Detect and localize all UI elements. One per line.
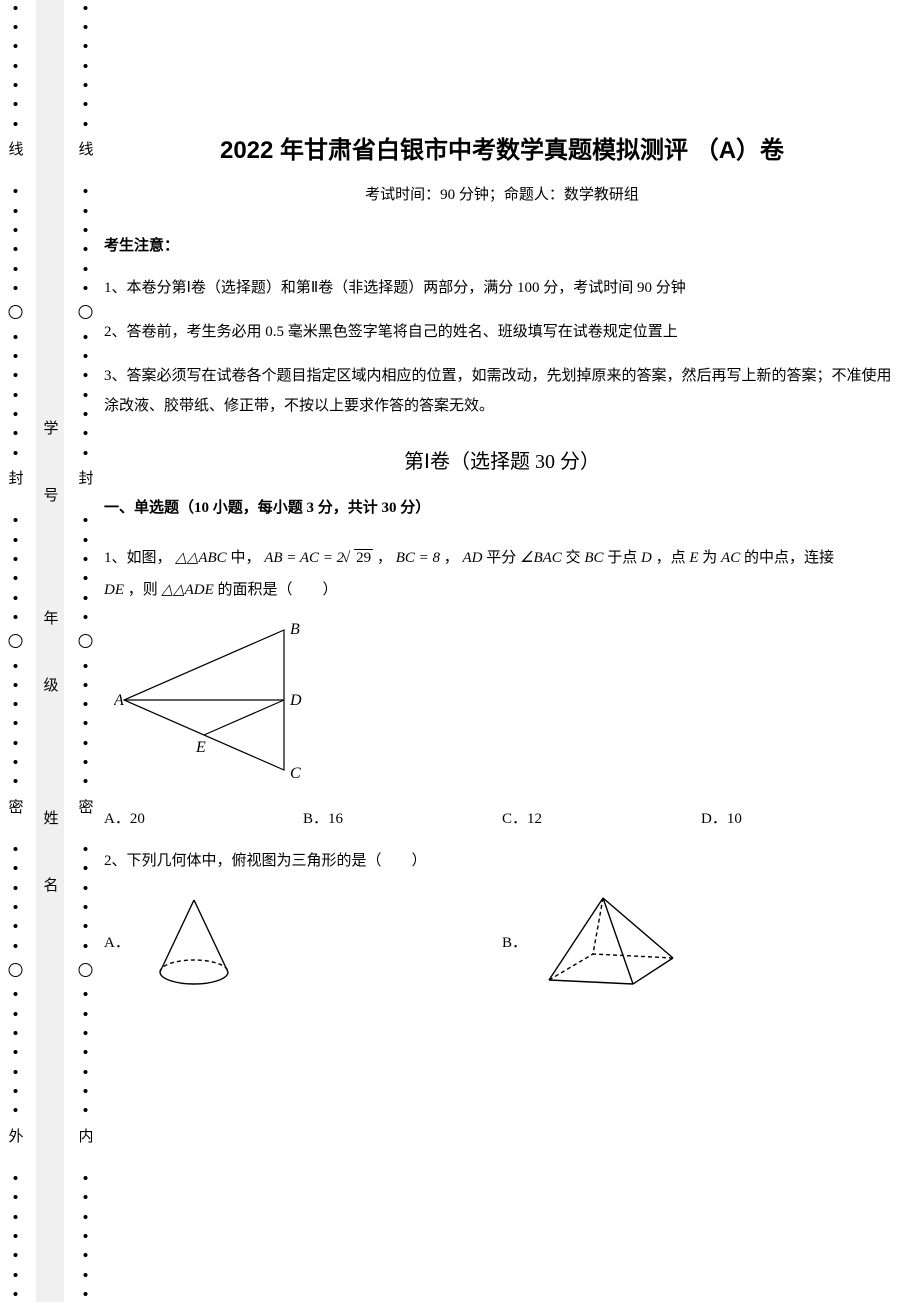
q1-t4: 于点 xyxy=(607,550,641,566)
q2-optB-label: B． xyxy=(502,931,527,952)
fig-label-E: E xyxy=(195,739,206,756)
q1-prefix: 1、如图， xyxy=(104,550,172,566)
sqrt-icon: 29 xyxy=(344,543,373,575)
outer-label-0: 线 xyxy=(5,141,26,174)
exam-page: 线 封 密 外 学 号 年 级 姓 名 线 封 xyxy=(0,0,920,1302)
q1-e: E xyxy=(689,550,698,566)
q1-opt-A: A．20 xyxy=(104,807,303,828)
inner-circle-0 xyxy=(78,305,92,319)
q1-angle: ∠BAC xyxy=(520,550,562,566)
q1-ade: △△ADE xyxy=(162,582,214,598)
binding-middle: 学 号 年 级 姓 名 xyxy=(36,0,64,1302)
q1-opt-C: C．12 xyxy=(502,807,701,828)
pyramid-icon xyxy=(541,892,681,992)
notice-item-2: 2、答卷前，考生务必用 0.5 毫米黑色签字笔将自己的姓名、班级填写在试卷规定位… xyxy=(104,317,900,347)
q1-de: DE xyxy=(104,582,124,598)
triangle-diagram-icon: A B C D E xyxy=(114,620,314,790)
inner-label-0: 线 xyxy=(75,141,96,174)
binding-outer: 线 封 密 外 xyxy=(0,0,30,1302)
inner-label-1: 封 xyxy=(75,470,96,503)
outer-circle-2 xyxy=(8,963,22,977)
fig-label-A: A xyxy=(114,692,124,709)
q1-figure: A B C D E xyxy=(114,620,900,795)
inner-label-2: 密 xyxy=(75,799,96,832)
q1-t2: 平分 xyxy=(486,550,520,566)
q2-optA-label: A． xyxy=(104,931,130,952)
q1-eq1: AB = AC = 2 xyxy=(264,550,344,566)
q1-t5: ，点 xyxy=(656,550,690,566)
notice-head: 考生注意： xyxy=(104,234,900,255)
outer-circle-0 xyxy=(8,305,22,319)
outer-label-1: 封 xyxy=(5,470,26,503)
section-head: 一、单选题（10 小题，每小题 3 分，共计 30 分） xyxy=(104,496,900,517)
inner-circle-2 xyxy=(78,963,92,977)
exam-title: 2022 年甘肃省白银市中考数学真题模拟测评 （A）卷 xyxy=(104,130,900,165)
q1-t8: ，则 xyxy=(128,582,158,598)
notice-item-1: 1、本卷分第Ⅰ卷（选择题）和第Ⅱ卷（非选择题）两部分，满分 100 分，考试时间… xyxy=(104,273,900,303)
q1-opt-B: B．16 xyxy=(303,807,502,828)
q1-tail: 的面积是（ ） xyxy=(218,582,338,598)
q1-rad: 29 xyxy=(354,549,373,566)
middle-label-1: 年 级 xyxy=(40,610,61,710)
outer-circle-1 xyxy=(8,634,22,648)
q1-t7: 的中点，连接 xyxy=(744,550,834,566)
q1-opt-D: D．10 xyxy=(701,807,900,828)
content-area: 2022 年甘肃省白银市中考数学真题模拟测评 （A）卷 考试时间：90 分钟；命… xyxy=(104,0,900,992)
part1-title: 第Ⅰ卷（选择题 30 分） xyxy=(104,445,900,474)
q1-c2: ， xyxy=(444,550,459,566)
q1-bc: BC xyxy=(584,550,603,566)
binding-outer-dots: 线 封 密 外 xyxy=(5,0,26,1302)
notice-item-3: 3、答案必须写在试卷各个题目指定区域内相应的位置，如需改动，先划掉原来的答案，然… xyxy=(104,361,900,421)
middle-label-0: 学 号 xyxy=(40,420,61,520)
binding-inner: 线 封 密 内 xyxy=(70,0,100,1302)
q1-c1: ， xyxy=(377,550,392,566)
q1-options: A．20 B．16 C．12 D．10 xyxy=(104,807,900,828)
q2-opt-B: B． xyxy=(502,892,900,992)
q2-opt-A: A． xyxy=(104,892,502,992)
q1-ac: AC xyxy=(721,550,740,566)
fig-label-C: C xyxy=(290,765,301,782)
q1-t6: 为 xyxy=(702,550,721,566)
q1-t3: 交 xyxy=(566,550,585,566)
exam-subtitle: 考试时间：90 分钟；命题人：数学教研组 xyxy=(104,183,900,204)
q1-d: D xyxy=(641,550,652,566)
q1-tri: △△ABC xyxy=(175,550,226,566)
question-2: 2、下列几何体中，俯视图为三角形的是（ ） xyxy=(104,846,900,878)
outer-label-2: 密 xyxy=(5,799,26,832)
question-1: 1、如图， △△ABC 中， AB = AC = 229 ， BC = 8 ， … xyxy=(104,543,900,606)
q2-options: A． B． xyxy=(104,892,900,992)
binding-inner-dots: 线 封 密 内 xyxy=(75,0,96,1302)
q1-ad: AD xyxy=(463,550,483,566)
fig-label-D: D xyxy=(289,692,302,709)
fig-label-B: B xyxy=(290,621,300,638)
outer-label-3: 外 xyxy=(5,1128,26,1161)
middle-label-2: 姓 名 xyxy=(40,810,61,910)
q1-eq2: BC = 8 xyxy=(396,550,440,566)
cone-icon xyxy=(144,892,244,992)
inner-circle-1 xyxy=(78,634,92,648)
q1-t1: 中， xyxy=(230,550,260,566)
inner-label-3: 内 xyxy=(75,1128,96,1161)
